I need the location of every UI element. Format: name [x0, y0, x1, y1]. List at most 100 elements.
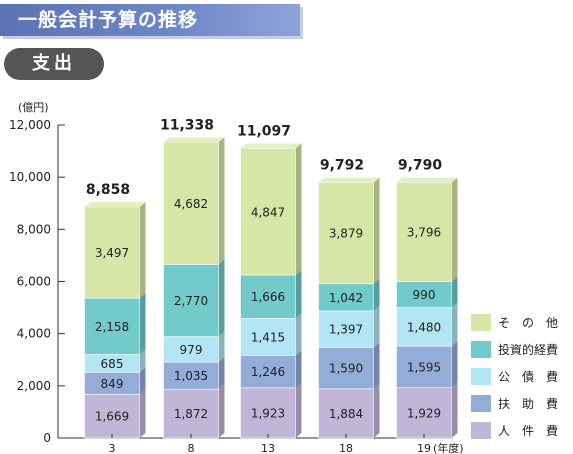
bar-top: [240, 143, 302, 149]
bar-segment: [163, 264, 219, 337]
bar-value-label: 4,847: [251, 205, 285, 219]
bar-segment: [84, 297, 140, 355]
bar-side: [139, 367, 146, 395]
legend-swatch: [471, 368, 491, 385]
bar-value-label: 1,246: [251, 365, 285, 379]
bar-segment: [396, 307, 452, 347]
bar-value-label: 1,042: [329, 291, 363, 305]
bar-side: [218, 259, 225, 337]
bar-value-label: 2,158: [95, 320, 129, 334]
bar-side: [139, 201, 146, 299]
legend-swatch: [471, 422, 491, 439]
x-tick-label: 19: [417, 442, 431, 454]
bar-value-label: 979: [180, 343, 203, 357]
bar-side: [295, 143, 302, 275]
bar-side: [373, 305, 380, 348]
bar-value-label: 1,929: [407, 406, 441, 420]
bar-segment: [396, 345, 452, 388]
legend-label: 投資的経費: [498, 342, 558, 357]
bar-segment: [396, 387, 452, 439]
bar-side: [218, 384, 225, 438]
bar-value-label: 2,770: [174, 294, 208, 308]
bar-segment: [163, 141, 219, 265]
bar-total-label: 11,097: [237, 124, 291, 140]
bar-side: [295, 382, 302, 438]
bar-side: [373, 177, 380, 284]
legend-label: 人 件 費: [498, 423, 558, 438]
bar-value-label: 3,879: [329, 227, 363, 241]
x-unit-label: (年度): [433, 441, 464, 454]
bar-side: [218, 331, 225, 363]
bar-segment: [396, 182, 452, 282]
y-tick-label: 4,000: [17, 327, 51, 341]
bar-side: [451, 341, 458, 388]
bar-value-label: 3,497: [95, 246, 129, 260]
bar-total-label: 9,790: [398, 158, 443, 174]
bar-value-label: 3,796: [407, 226, 441, 240]
bar-value-label: 1,595: [407, 360, 441, 374]
bar-side: [218, 357, 225, 390]
x-tick-label: 18: [339, 442, 353, 454]
bar-segment: [240, 148, 296, 276]
bar-top: [163, 137, 225, 143]
bar-value-label: 1,035: [174, 369, 208, 383]
section-label: 支出: [4, 48, 104, 80]
bar-value-label: 1,480: [407, 320, 441, 334]
bar-top: [84, 201, 146, 207]
bar-side: [139, 349, 146, 373]
bar-side: [451, 177, 458, 282]
legend-swatch: [471, 395, 491, 412]
bar-segment: [318, 310, 374, 348]
bar-side: [451, 302, 458, 347]
bar-side: [139, 293, 146, 355]
bar-value-label: 1,669: [95, 410, 129, 424]
bar-value-label: 1,415: [251, 330, 285, 344]
bar-value-label: 849: [101, 377, 124, 391]
bar-side: [139, 389, 146, 438]
y-tick-label: 10,000: [9, 170, 51, 184]
bar-total-label: 8,858: [86, 182, 130, 198]
y-tick-label: 2,000: [17, 379, 51, 393]
bar-value-label: 990: [413, 288, 436, 302]
bar-side: [295, 269, 302, 319]
bar-segment: [84, 394, 140, 439]
bar-value-label: 4,682: [174, 197, 208, 211]
bar-side: [295, 350, 302, 388]
legend-label: 扶 助 費: [498, 396, 558, 411]
y-tick-label: 6,000: [17, 275, 51, 289]
y-unit-label: (億円): [18, 101, 49, 114]
bar-segment: [163, 361, 219, 390]
bar-top: [396, 177, 458, 183]
y-tick-label: 8,000: [17, 222, 51, 236]
bar-segment: [318, 388, 374, 439]
bar-segment: [396, 281, 452, 308]
bar-segment: [163, 388, 219, 439]
bar-segment: [318, 182, 374, 285]
bar-segment: [318, 347, 374, 390]
legend-label: そ の 他: [498, 316, 558, 330]
bar-total-label: 11,338: [160, 117, 214, 133]
bar-side: [373, 383, 380, 438]
bar-value-label: 1,923: [251, 406, 285, 420]
x-tick-label: 8: [188, 442, 195, 454]
bar-segment: [163, 336, 219, 363]
bar-value-label: 1,872: [174, 407, 208, 421]
y-tick-label: 12,000: [9, 118, 51, 132]
bar-value-label: 1,884: [329, 407, 363, 421]
bar-side: [218, 137, 225, 265]
bar-value-label: 1,666: [251, 290, 285, 304]
bar-segment: [240, 274, 296, 319]
page-title: 一般会計予算の推移: [0, 4, 300, 36]
bar-side: [295, 313, 302, 356]
legend-swatch: [471, 341, 491, 358]
bar-side: [451, 276, 458, 308]
bar-segment: [318, 283, 374, 312]
bar-value-label: 685: [101, 357, 124, 371]
bar-side: [373, 342, 380, 389]
bar-side: [451, 382, 458, 438]
bar-top: [318, 177, 380, 183]
legend-swatch: [471, 314, 491, 331]
x-tick-label: 13: [261, 442, 275, 454]
bar-segment: [84, 206, 140, 299]
